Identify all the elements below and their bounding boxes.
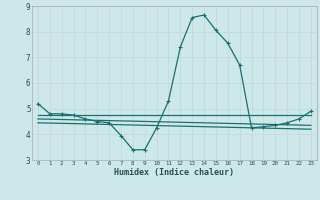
X-axis label: Humidex (Indice chaleur): Humidex (Indice chaleur) [115,168,234,177]
